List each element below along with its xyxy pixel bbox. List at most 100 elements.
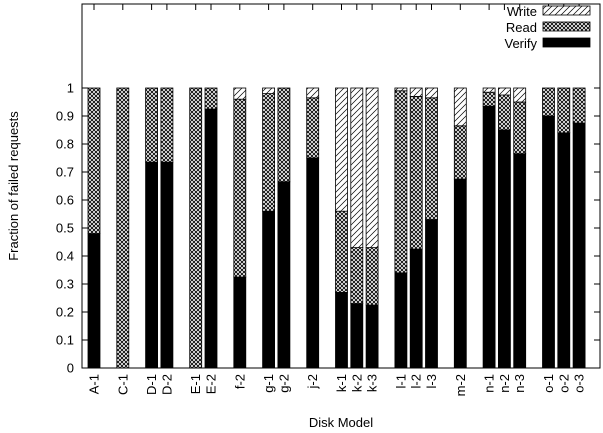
- x-tick-label: A-1: [87, 374, 102, 394]
- bar-segment-read: [557, 87, 571, 134]
- x-tick-label: g-2: [276, 374, 291, 393]
- y-tick-label: 0: [67, 361, 74, 376]
- bar-segment-write: [335, 87, 348, 212]
- y-tick-label: 0.3: [56, 277, 74, 292]
- legend-label-write: Write: [507, 4, 537, 19]
- bar-segment-verify: [335, 291, 348, 369]
- x-tick-label: k-1: [334, 374, 349, 392]
- bar-segment-verify: [572, 122, 586, 369]
- x-tick-label: n-3: [512, 374, 527, 393]
- legend-swatch-verify: [542, 37, 591, 48]
- x-tick-label: o-2: [556, 374, 571, 393]
- y-tick-label: 0.6: [56, 193, 74, 208]
- legend-swatch-read: [542, 21, 591, 32]
- y-tick-label: 0.1: [56, 333, 74, 348]
- bar-segment-write: [394, 87, 408, 92]
- y-tick-label: 0.2: [56, 305, 74, 320]
- x-tick-label: g-1: [261, 374, 276, 393]
- bar-segment-verify: [453, 178, 467, 369]
- bar-segment-read: [482, 91, 496, 107]
- x-tick-label: k-3: [365, 374, 380, 392]
- bar-segment-verify: [425, 219, 438, 369]
- bar-segment-write: [306, 87, 320, 99]
- bar-segment-verify: [513, 153, 527, 369]
- bar-segment-verify: [160, 161, 174, 369]
- x-tick-label: C-1: [115, 374, 130, 395]
- x-tick-label: o-1: [541, 374, 556, 393]
- x-tick-label: D-1: [144, 374, 159, 395]
- bar-segment-verify: [394, 272, 408, 369]
- bar-segment-read: [513, 101, 527, 155]
- bar-segment-verify: [409, 248, 423, 369]
- y-tick-label: 0.7: [56, 165, 74, 180]
- bar-segment-write: [497, 87, 511, 96]
- x-tick-label: n-1: [482, 374, 497, 393]
- x-tick-label: D-2: [159, 374, 174, 395]
- bar-segment-verify: [204, 108, 218, 369]
- x-tick-label: n-2: [497, 374, 512, 393]
- bar-segment-read: [425, 97, 438, 221]
- x-tick-label: k-2: [349, 374, 364, 392]
- bar-segment-write: [453, 87, 467, 127]
- bar-segment-verify: [233, 276, 247, 369]
- bar-segment-read: [335, 210, 348, 293]
- bar-segment-write: [425, 87, 438, 99]
- bar-segment-read: [542, 87, 555, 117]
- bar-segment-write: [262, 87, 276, 94]
- x-tick-label: l-1: [393, 374, 408, 388]
- bar-segment-verify: [350, 303, 364, 369]
- bar-segment-read: [453, 125, 467, 180]
- bar-segment-verify: [557, 132, 571, 369]
- legend-label-verify: Verify: [504, 36, 537, 51]
- bar-segment-read: [394, 90, 408, 274]
- bar-segment-read: [204, 87, 218, 110]
- bar-segment-verify: [497, 129, 511, 369]
- bar-segment-verify: [482, 105, 496, 369]
- x-axis-title: Disk Model: [309, 415, 373, 430]
- x-tick-label: E-1: [188, 374, 203, 394]
- bar-segment-read: [116, 87, 130, 369]
- x-tick-label: f-2: [232, 374, 247, 389]
- x-tick-label: l-3: [424, 374, 439, 388]
- y-tick-label: 0.8: [56, 137, 74, 152]
- bar-segment-write: [365, 87, 379, 249]
- bar-segment-verify: [277, 181, 291, 369]
- bar-segment-read: [365, 247, 379, 306]
- bar-segment-read: [277, 87, 291, 183]
- bar-segment-read: [233, 98, 247, 278]
- bar-segment-verify: [542, 115, 555, 369]
- bar-segment-write: [513, 87, 527, 103]
- bar-segment-verify: [365, 304, 379, 369]
- bar-segment-write: [350, 87, 364, 249]
- x-tick-label: l-2: [409, 374, 424, 388]
- x-axis: A-1 C-1 D-1 D-2 E-1 E-2 f-2 g-1 g-2 j-2 k-1 k-2 k-3 l…: [87, 4, 587, 396]
- bar-segment-read: [262, 93, 276, 212]
- y-axis: 0 0.1 0.2 0.3 0.4 0.5 0.6 0.7 0.8 0.9 1: [56, 81, 600, 376]
- bar-segment-write: [482, 87, 496, 93]
- bars-layer: [87, 87, 586, 369]
- y-tick-label: 1: [67, 81, 74, 96]
- bar-segment-verify: [145, 161, 159, 369]
- bar-segment-read: [145, 87, 159, 163]
- x-tick-label: j-2: [305, 374, 320, 389]
- bar-segment-write: [233, 87, 247, 100]
- bar-segment-read: [350, 247, 364, 305]
- bar-segment-read: [189, 87, 203, 369]
- bar-segment-verify: [306, 157, 320, 369]
- y-tick-label: 0.9: [56, 109, 74, 124]
- x-tick-label: m-2: [453, 374, 468, 396]
- bar-segment-verify: [262, 210, 276, 369]
- legend-swatch-write: [542, 5, 591, 16]
- legend-label-read: Read: [506, 20, 537, 35]
- y-tick-label: 0.5: [56, 221, 74, 236]
- x-tick-label: E-2: [204, 374, 219, 394]
- bar-segment-read: [409, 96, 423, 250]
- bar-segment-read: [572, 87, 586, 124]
- bar-segment-write: [409, 87, 423, 97]
- bar-segment-verify: [87, 233, 101, 369]
- bar-segment-read: [306, 97, 320, 159]
- bar-segment-read: [497, 94, 511, 131]
- x-tick-label: o-3: [572, 374, 587, 393]
